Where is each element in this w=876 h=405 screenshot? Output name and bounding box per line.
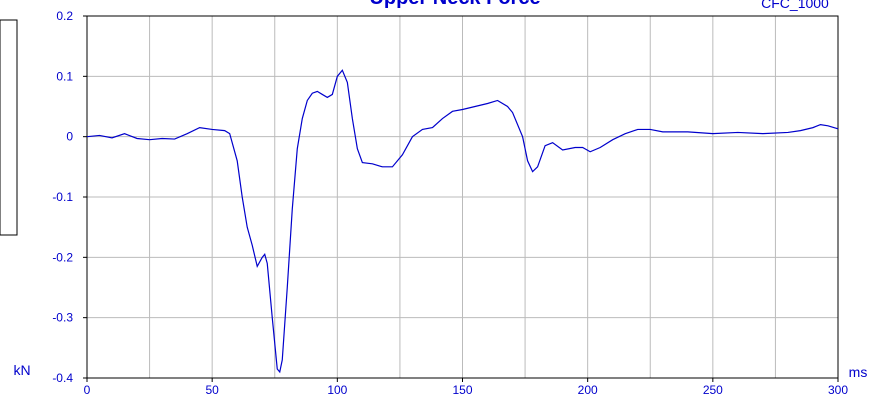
legend-box: [0, 19, 18, 236]
x-tick-label: 250: [703, 383, 723, 397]
y-tick-label: -0.2: [52, 250, 73, 264]
x-tick-label: 100: [327, 383, 347, 397]
x-axis-label: ms: [849, 364, 868, 380]
x-tick-label: 0: [84, 383, 91, 397]
x-tick-label: 200: [578, 383, 598, 397]
y-tick-label: 0: [66, 130, 73, 144]
y-tick-label: -0.4: [52, 371, 73, 385]
data-line: [86, 69, 839, 374]
x-tick-label: 50: [205, 383, 219, 397]
y-axis-label: kN: [13, 362, 30, 378]
chart-subtitle: CFC_1000: [761, 0, 829, 11]
x-tick-label: 300: [828, 383, 848, 397]
y-tick-label: -0.3: [52, 311, 73, 325]
chart-title: Upper Neck Force: [369, 0, 540, 9]
y-tick-label: 0.1: [56, 69, 73, 83]
y-tick-label: -0.1: [52, 190, 73, 204]
x-tick-label: 150: [452, 383, 472, 397]
y-tick-label: 0.2: [56, 9, 73, 23]
plot-border: [86, 15, 839, 379]
